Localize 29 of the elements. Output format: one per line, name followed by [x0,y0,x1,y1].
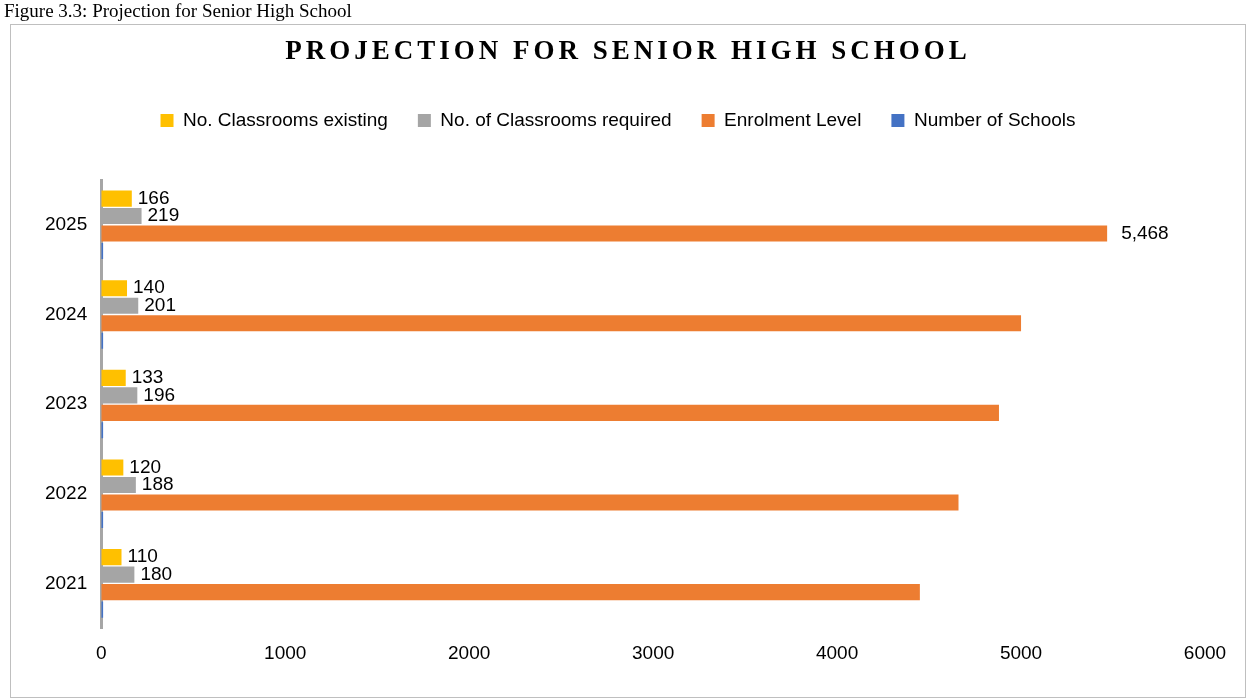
x-tick-label: 2000 [448,641,491,663]
x-tick-label: 4000 [815,641,859,663]
x-tick-label: 1000 [264,641,307,663]
chart-title: PROJECTION FOR SENIOR HIGH SCHOOL [284,35,972,66]
bar [101,280,128,297]
x-tick-label: 5000 [999,641,1043,663]
caption: Figure 3.3: Projection for Senior High School [4,0,352,22]
x-tick-label: 6000 [1183,641,1227,663]
bar [101,549,122,566]
x-tick-label: 3000 [631,641,675,663]
bar [101,459,124,476]
y-tick-label: 2021 [44,571,88,593]
bar [101,494,959,511]
data-label: 5,468 [1121,221,1169,243]
legend-label: No. Classrooms existing [183,108,388,130]
legend-label: Enrolment Level [724,108,862,130]
bar [101,369,126,386]
x-tick-label: 0 [95,641,107,663]
bar [101,225,1108,242]
y-tick-label: 2022 [44,481,88,503]
bar [101,404,999,421]
y-tick-label: 2024 [44,302,88,324]
legend-label: No. of Classrooms required [440,108,672,130]
bar [101,315,1022,332]
y-tick-label: 2023 [44,392,88,414]
legend-label: Number of Schools [913,108,1076,130]
bar [101,190,132,207]
y-tick-label: 2025 [44,213,88,235]
bar [101,584,920,601]
